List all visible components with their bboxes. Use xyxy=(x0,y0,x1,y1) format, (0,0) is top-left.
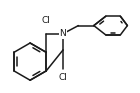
Text: Cl: Cl xyxy=(42,16,51,25)
Text: N: N xyxy=(60,29,66,38)
Text: Cl: Cl xyxy=(59,73,67,82)
